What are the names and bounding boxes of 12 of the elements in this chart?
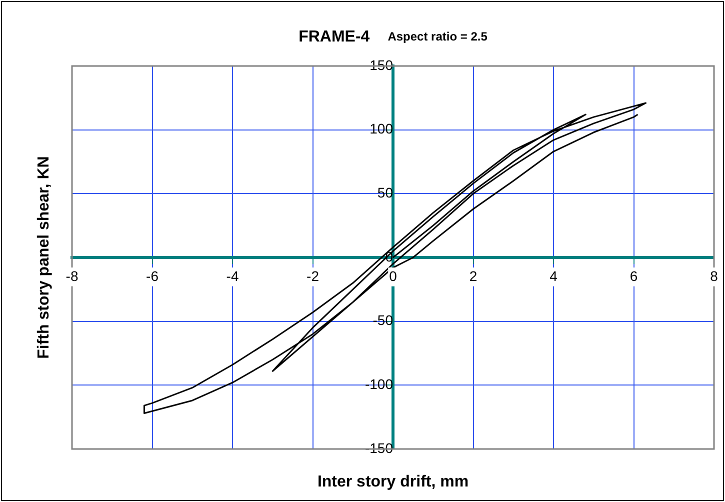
- chart-title: FRAME-4: [298, 28, 370, 46]
- x-tick-label: -4: [226, 268, 239, 284]
- y-axis-title: Fifth story panel shear, KN: [35, 156, 52, 359]
- x-tick-label: 4: [550, 268, 558, 284]
- x-tick-label: -8: [66, 268, 78, 284]
- x-tick-label: -2: [306, 268, 320, 284]
- x-tick-label: -6: [146, 268, 159, 284]
- x-tick-label: 8: [710, 268, 718, 284]
- x-tick-label: 2: [469, 268, 478, 284]
- chart-subtitle: Aspect ratio = 2.5: [388, 29, 488, 44]
- x-tick-label: 6: [630, 268, 638, 284]
- x-axis-title: Inter story drift, mm: [317, 473, 469, 490]
